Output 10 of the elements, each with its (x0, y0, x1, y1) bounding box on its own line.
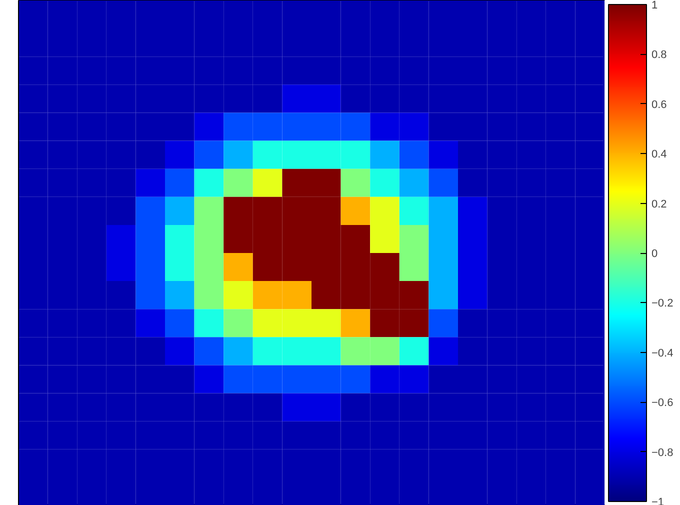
color-bar-label: −0.8 (652, 446, 674, 459)
color-bar-label: 0.8 (652, 49, 667, 62)
color-bar-label: −0.4 (652, 347, 674, 360)
color-bar-label: −0.6 (652, 397, 674, 410)
color-bar-label: −0.2 (652, 298, 674, 310)
color-bar-label: 0.4 (652, 148, 667, 161)
color-bar-label: 0 (652, 248, 658, 260)
color-bar-label: 0.2 (652, 198, 667, 210)
color-bar-label: 0.6 (652, 98, 667, 111)
color-bar-label: 1 (652, 0, 658, 12)
